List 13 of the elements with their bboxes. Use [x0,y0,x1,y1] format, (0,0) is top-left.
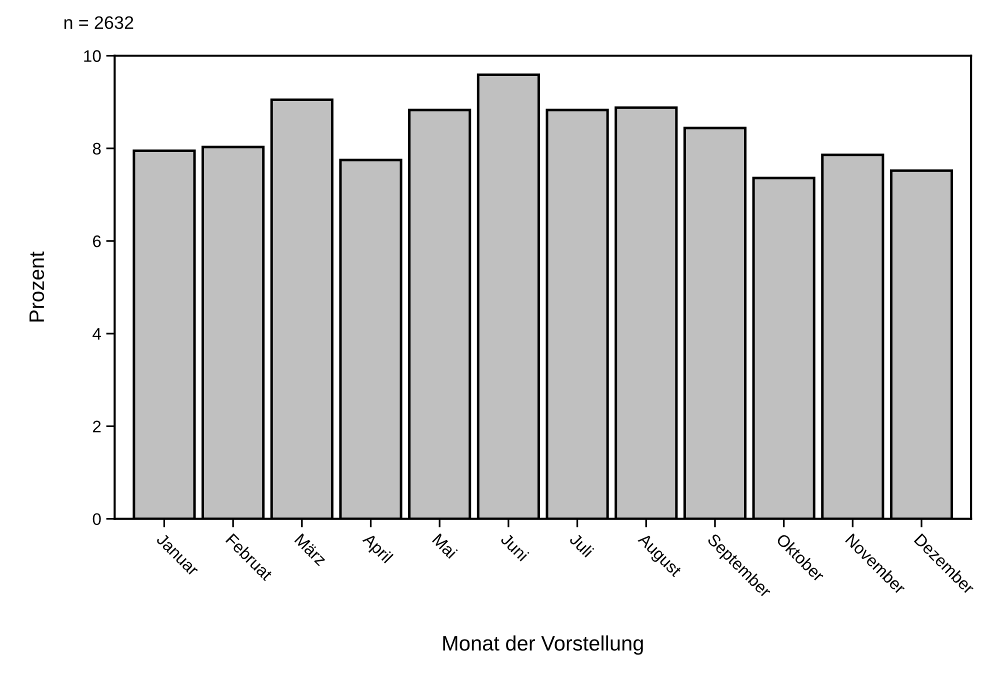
y-tick-label: 6 [93,235,101,248]
y-tick-label: 0 [92,513,101,526]
x-tick-label: Juli [568,532,594,558]
x-tick-label: Mai [432,533,458,559]
y-axis-title: Prozent [30,252,44,322]
y-tick-label: 2 [93,420,101,432]
x-tick-label: April [360,532,394,566]
y-tick-label: 10 [84,50,101,62]
text: n = 2632 [64,16,134,30]
y-tick-label: 4 [92,328,101,340]
x-axis-title: Monat der Vorstellung [443,635,643,655]
y-tick-label: 8 [92,142,101,155]
x-tick-label: Juni [500,532,530,562]
